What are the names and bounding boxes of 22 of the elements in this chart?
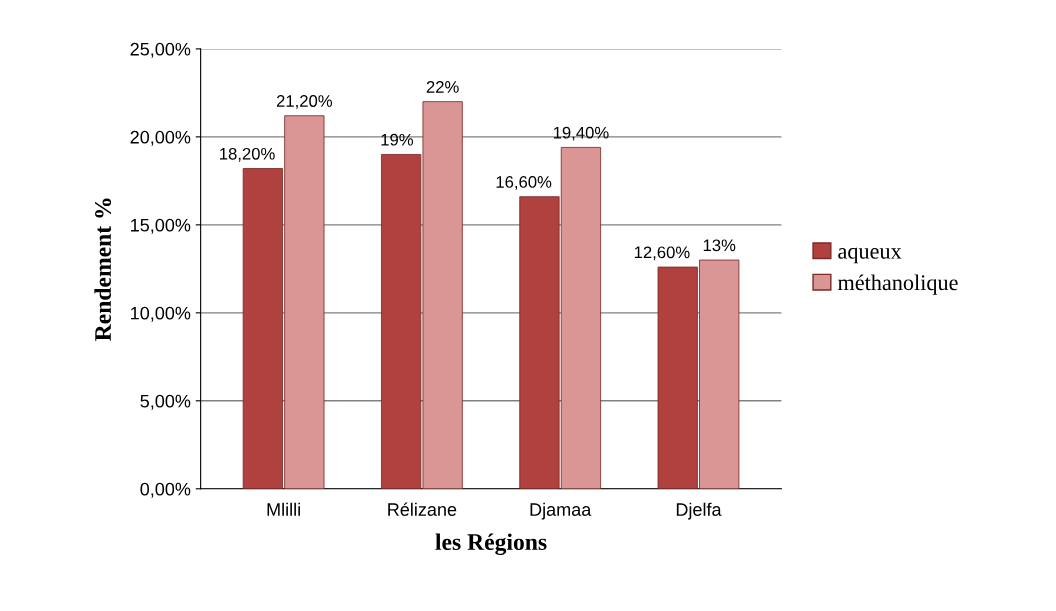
x-tick-label: Rélizane (388, 502, 457, 516)
x-axis-title: les Régions (435, 533, 547, 556)
x-tick-label: Djamaa (530, 502, 592, 520)
y-axis-title: Rendement % (94, 198, 112, 341)
y-tick-label: 5,00% (140, 394, 191, 410)
data-label: 19,40% (553, 126, 609, 141)
data-label: 22% (426, 81, 459, 93)
x-tick-label: Djelfa (676, 502, 722, 520)
y-tick-label: 10,00% (131, 306, 191, 322)
data-label: 16,60% (496, 176, 552, 190)
y-tick-label: 0,00% (140, 482, 191, 498)
y-tick-label: 20,00% (130, 130, 191, 146)
data-label: 13% (703, 239, 736, 252)
data-label: 19% (381, 133, 414, 146)
data-label: 18,20% (220, 147, 275, 162)
data-label: 21,20% (276, 95, 333, 109)
x-tick-label: Mlilli (267, 502, 300, 516)
legend-label: aqueux (838, 247, 902, 264)
data-label: 12,60% (634, 246, 690, 261)
legend-label: méthanolique (837, 274, 958, 295)
y-tick-label: 25,00% (130, 42, 191, 58)
y-tick-label: 15,00% (131, 218, 191, 234)
